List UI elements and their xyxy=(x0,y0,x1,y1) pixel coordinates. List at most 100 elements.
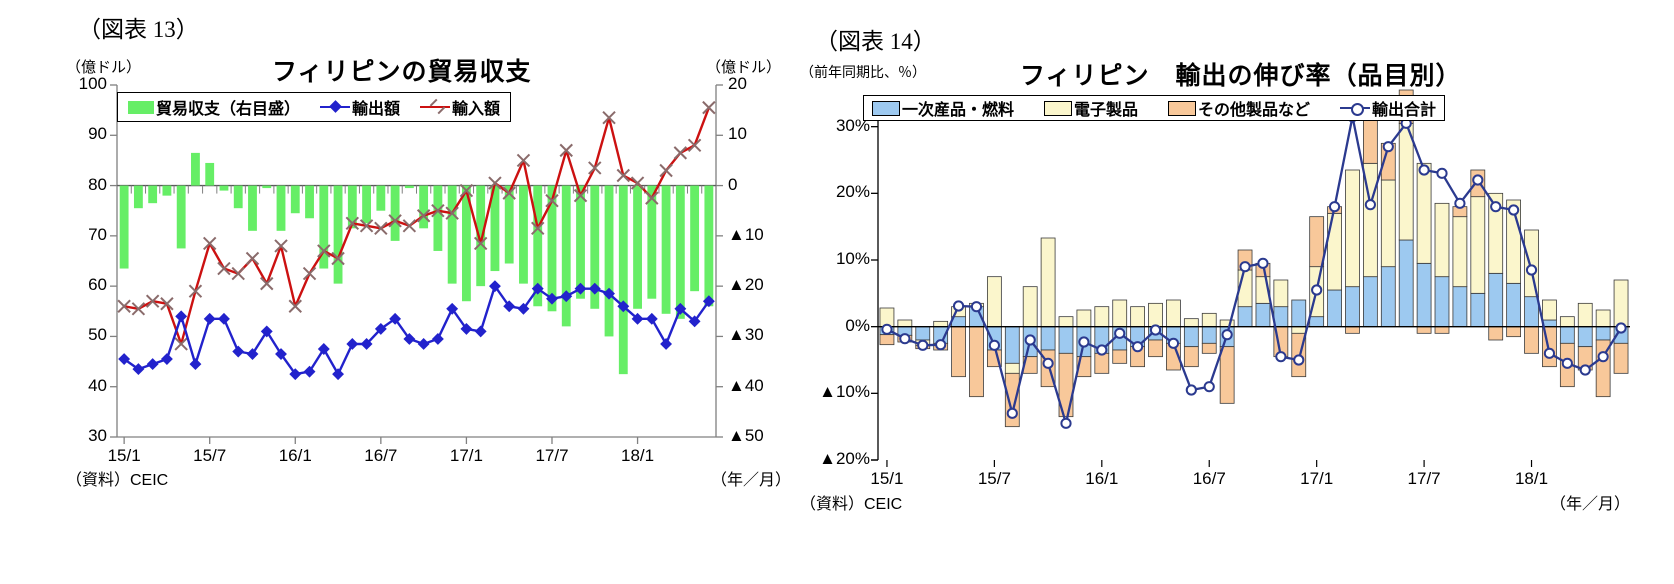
legend-line-icon xyxy=(1340,101,1371,116)
stacked-bar-segment xyxy=(1058,352,1074,418)
exports-marker xyxy=(203,312,216,325)
figure-14-panel: （図表 14） （前年同期比、％） フィリピン 輸出の伸び率（品目別） ▲20%… xyxy=(790,0,1674,584)
stacked-bar-segment xyxy=(1201,312,1217,328)
imports-marker xyxy=(459,183,474,198)
stacked-bar-segment xyxy=(1416,326,1432,334)
stacked-bar-segment xyxy=(1470,196,1486,294)
exports-marker xyxy=(374,322,387,335)
trade-balance-bar xyxy=(647,185,657,299)
imports-marker xyxy=(260,276,274,291)
exports-marker xyxy=(360,338,373,350)
trade-balance-bar xyxy=(561,185,571,327)
stacked-bar-segment xyxy=(1416,262,1432,328)
imports-marker xyxy=(402,219,417,233)
x-tick-label: 15/7 xyxy=(193,446,227,465)
y2-tick-label: ▲30 xyxy=(728,325,764,345)
stacked-bar-segment xyxy=(1237,306,1253,328)
exports-marker xyxy=(246,348,259,360)
legend-label: 一次産品・燃料 xyxy=(902,102,1015,119)
imports-marker xyxy=(431,204,445,218)
export-total-marker xyxy=(1060,417,1072,429)
exports-marker xyxy=(688,315,701,328)
export-total-marker xyxy=(952,300,965,312)
x-tick-label: 16/7 xyxy=(1192,469,1226,488)
figure-14-title: フィリピン 輸出の伸び率（品目別） xyxy=(1020,62,1462,90)
exports-marker xyxy=(702,295,715,308)
stacked-bar-segment xyxy=(1273,306,1289,328)
export-total-marker xyxy=(1221,329,1233,341)
trade-balance-bar xyxy=(618,185,628,375)
trade-balance-bar xyxy=(547,185,557,312)
export-total-marker xyxy=(917,339,929,351)
exports-marker xyxy=(560,290,573,303)
x-tick-label: 16/7 xyxy=(364,446,398,465)
stacked-bar-segment xyxy=(1022,286,1038,328)
stacked-bar-segment xyxy=(933,320,949,328)
export-total-marker xyxy=(1615,322,1627,334)
trade-balance-bar xyxy=(604,185,614,337)
imports-marker xyxy=(131,302,146,316)
imports-marker xyxy=(673,146,688,160)
imports-marker xyxy=(145,294,160,308)
exports-marker xyxy=(303,365,316,378)
imports-marker xyxy=(473,236,488,251)
imports-marker xyxy=(687,138,702,153)
exports-marker xyxy=(275,348,287,360)
trade-balance-bar xyxy=(176,185,186,249)
stacked-bar-segment xyxy=(1273,279,1289,308)
exports-marker xyxy=(489,280,501,293)
trade-balance-bar xyxy=(519,185,528,284)
export-total-marker xyxy=(1149,324,1162,336)
stacked-bar-segment xyxy=(1434,326,1450,334)
exports-marker xyxy=(474,325,487,338)
exports-marker xyxy=(460,322,473,335)
stacked-bar-segment xyxy=(1452,286,1468,328)
exports-marker xyxy=(317,343,330,355)
stacked-bar-segment xyxy=(1058,326,1074,354)
y-tick-label: 70 xyxy=(88,224,107,244)
stacked-bar-segment xyxy=(1183,318,1199,328)
exports-marker xyxy=(260,325,273,338)
y-tick-label: 50 xyxy=(88,325,107,345)
imports-marker xyxy=(573,188,588,203)
y-tick-label: 100 xyxy=(78,74,107,93)
stacked-bar-segment xyxy=(1148,339,1163,358)
export-total-marker xyxy=(935,339,947,351)
trade-balance-bar xyxy=(248,185,257,231)
figure-13-source: （資料）CEIC xyxy=(66,472,169,489)
x-tick-label: 17/7 xyxy=(1407,469,1441,488)
export-total-marker xyxy=(1257,257,1269,269)
stacked-bar-segment xyxy=(1004,362,1020,374)
y-tick-label: 80 xyxy=(88,174,107,194)
stacked-bar-segment xyxy=(1040,237,1056,328)
legend-label: 貿易収支（右目盛） xyxy=(156,101,301,118)
legend-swatch-icon xyxy=(872,100,900,116)
stacked-bar-segment xyxy=(986,276,1002,328)
stacked-bar-segment xyxy=(1398,122,1414,241)
y2-tick-label: 0 xyxy=(728,174,738,194)
export-total-marker xyxy=(1328,201,1341,213)
y2-tick-label: 20 xyxy=(728,74,747,93)
trade-balance-bar xyxy=(504,185,514,264)
trade-balance-bar xyxy=(376,185,386,211)
stacked-bar-segment xyxy=(1345,286,1360,328)
y-tick-label: ▲20% xyxy=(819,449,870,468)
stacked-bar-segment xyxy=(1398,239,1414,328)
y2-tick-label: ▲50 xyxy=(728,426,764,445)
stacked-bar-segment xyxy=(1255,302,1271,328)
trade-balance-bar xyxy=(633,185,642,309)
stacked-bar-segment xyxy=(915,326,931,341)
legend-label: 輸出合計 xyxy=(1372,102,1437,119)
trade-balance-bar xyxy=(205,162,215,186)
x-tick-label: 16/1 xyxy=(278,446,312,465)
stacked-bar-segment xyxy=(1094,352,1110,374)
imports-marker xyxy=(516,153,531,168)
legend-label: その他製品など xyxy=(1198,102,1311,119)
legend-swatch-icon xyxy=(128,100,154,114)
legend-label: 輸入額 xyxy=(452,101,501,118)
legend-line-icon xyxy=(320,100,351,114)
stacked-bar-segment xyxy=(1613,342,1629,374)
imports-marker xyxy=(645,191,659,205)
trade-balance-bar xyxy=(533,185,543,307)
legend-label: 輸出額 xyxy=(352,101,401,118)
